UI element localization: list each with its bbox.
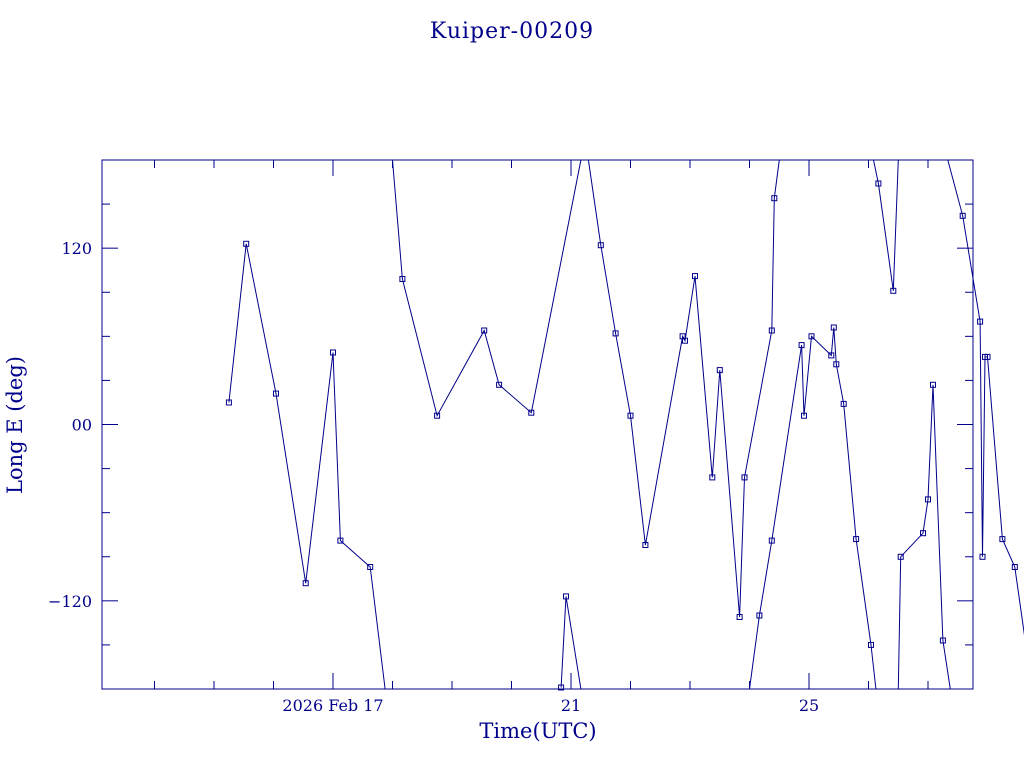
data-point	[756, 612, 763, 619]
data-point	[999, 536, 1006, 543]
data-point	[925, 496, 931, 503]
data-point	[808, 333, 815, 340]
data-point	[897, 553, 904, 560]
series-line-5	[873, 159, 899, 291]
x-axis-title: Time(UTC)	[479, 719, 596, 743]
series-line-7	[947, 159, 1024, 636]
data-point	[367, 564, 374, 570]
data-point	[225, 399, 232, 406]
data-point	[828, 352, 835, 359]
data-point	[642, 542, 649, 548]
series-layer	[225, 159, 1024, 691]
data-point	[716, 367, 723, 374]
data-point	[798, 342, 805, 349]
data-point	[920, 530, 926, 537]
data-point	[977, 318, 984, 325]
data-point	[612, 330, 619, 337]
x-tick-label: 25	[799, 696, 819, 715]
y-tick-label: −120	[48, 592, 92, 611]
data-point	[481, 327, 488, 334]
data-point	[243, 240, 250, 247]
data-point	[627, 412, 634, 419]
data-point	[273, 390, 279, 397]
data-point	[771, 195, 778, 202]
data-point	[830, 324, 837, 331]
x-tick-label: 2026 Feb 17	[282, 696, 383, 715]
data-point	[741, 474, 748, 481]
series-line-2	[560, 596, 582, 690]
data-point	[709, 474, 716, 481]
data-point	[840, 400, 847, 407]
data-point	[682, 337, 688, 344]
data-point	[768, 327, 775, 334]
data-point	[330, 349, 336, 356]
data-point	[890, 287, 897, 294]
y-axis-title: Long E (deg)	[3, 356, 27, 494]
data-point	[979, 553, 986, 560]
axis-ticks: −120 00 120 2026 Feb 17 21 25	[48, 160, 973, 715]
x-tick-label: 21	[561, 696, 581, 715]
data-point	[558, 684, 565, 691]
y-tick-label: 120	[61, 239, 92, 258]
series-line-1	[392, 159, 582, 418]
series-line-6	[897, 384, 951, 690]
data-point	[528, 409, 535, 416]
data-point	[801, 412, 807, 419]
y-tick-label: 00	[72, 416, 92, 435]
data-point	[434, 412, 441, 419]
data-point	[597, 242, 604, 249]
series-line-4	[749, 327, 877, 690]
data-point	[399, 276, 406, 282]
data-point	[868, 641, 874, 648]
plot-frame	[101, 159, 974, 690]
data-point	[853, 536, 860, 543]
series-line-0	[228, 243, 386, 690]
data-point	[692, 273, 698, 280]
series-line-3	[587, 159, 780, 618]
data-point	[302, 580, 309, 587]
data-point	[496, 381, 503, 388]
chart-title: Kuiper-00209	[430, 19, 594, 44]
data-point	[939, 637, 946, 644]
data-point	[930, 381, 936, 388]
data-point	[1011, 564, 1018, 570]
data-point	[768, 537, 775, 544]
data-point	[833, 361, 840, 368]
data-point	[736, 614, 743, 620]
data-point	[337, 537, 344, 544]
data-point	[563, 593, 569, 600]
data-point	[984, 353, 991, 360]
data-point	[959, 212, 966, 219]
data-point	[875, 180, 882, 187]
